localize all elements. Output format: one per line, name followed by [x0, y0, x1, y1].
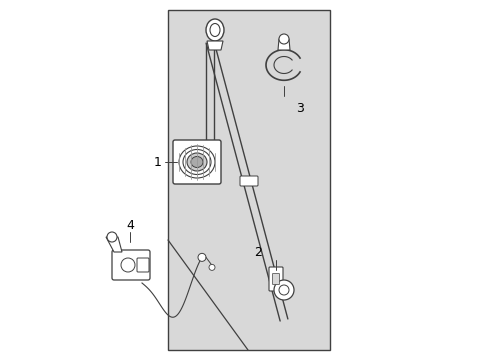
Polygon shape	[278, 39, 290, 50]
Circle shape	[279, 285, 289, 295]
Circle shape	[107, 232, 117, 242]
Polygon shape	[106, 237, 122, 252]
Ellipse shape	[191, 157, 203, 167]
FancyBboxPatch shape	[173, 140, 221, 184]
Ellipse shape	[179, 146, 215, 178]
Ellipse shape	[210, 23, 220, 36]
Circle shape	[121, 258, 135, 272]
Ellipse shape	[206, 19, 224, 41]
Polygon shape	[207, 41, 223, 50]
Circle shape	[274, 280, 294, 300]
FancyBboxPatch shape	[269, 267, 283, 291]
Text: 4: 4	[126, 219, 134, 231]
Circle shape	[279, 34, 289, 44]
FancyBboxPatch shape	[240, 176, 258, 186]
Circle shape	[209, 264, 215, 270]
Polygon shape	[168, 10, 330, 350]
FancyBboxPatch shape	[137, 258, 149, 272]
Text: 2: 2	[254, 246, 262, 258]
FancyBboxPatch shape	[112, 250, 150, 280]
Ellipse shape	[183, 149, 211, 175]
Circle shape	[198, 253, 206, 261]
Ellipse shape	[187, 153, 207, 171]
Text: 3: 3	[296, 102, 304, 114]
Text: 1: 1	[154, 156, 162, 168]
FancyBboxPatch shape	[272, 274, 279, 284]
